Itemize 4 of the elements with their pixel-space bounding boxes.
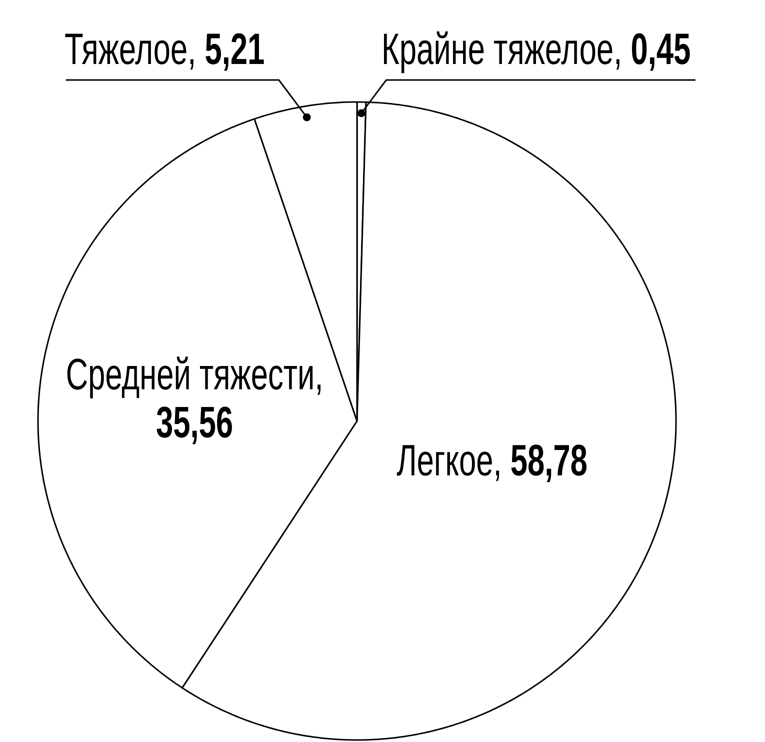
slice-label: Крайне тяжелое, 0,45 [384, 31, 690, 74]
slice-label: Тяжелое, 5,21 [65, 33, 264, 71]
slice-label: Легкое, 58,78 [396, 444, 587, 482]
slice-label: Средней тяжести, 35,56 [67, 356, 320, 444]
